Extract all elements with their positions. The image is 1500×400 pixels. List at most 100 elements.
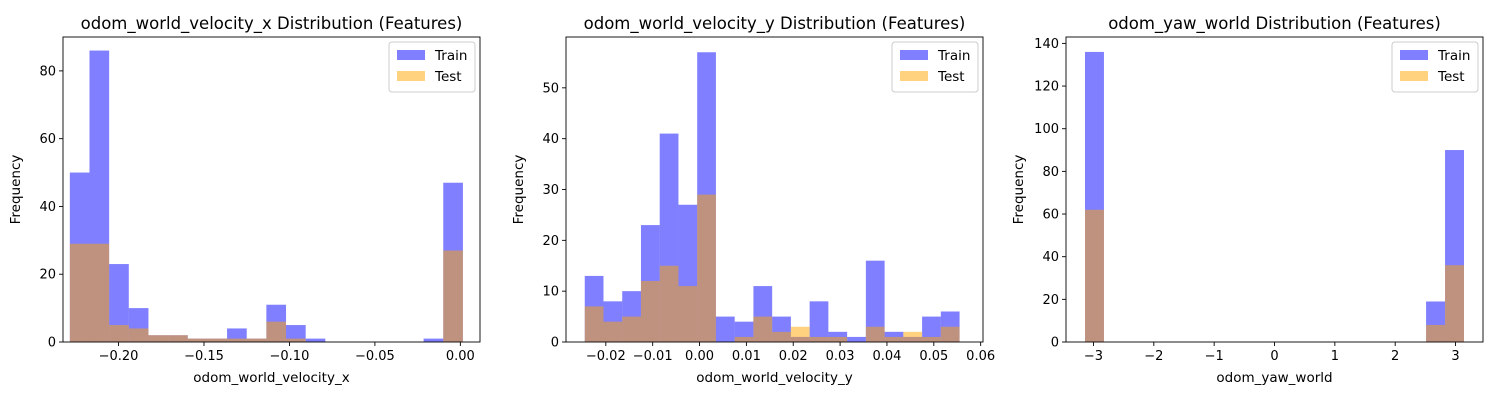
bar-test-3	[640, 281, 660, 342]
bar-train-15	[865, 260, 885, 342]
bar-test-4	[148, 335, 169, 342]
legend-swatch-test	[1400, 71, 1428, 81]
y-tick-label: 50	[542, 81, 559, 96]
x-tick-label: 0	[1270, 349, 1278, 364]
series-test	[584, 194, 960, 342]
bar-train-11	[286, 325, 306, 342]
bar-test-19	[443, 250, 463, 342]
bar-test-9	[753, 316, 773, 342]
x-tick-label: −0.20	[99, 349, 139, 364]
bar-test-10	[772, 331, 791, 342]
x-tick-label: 0.06	[966, 349, 995, 364]
legend-label-test: Test	[1437, 69, 1465, 85]
legend-swatch-train	[1400, 50, 1428, 60]
bar-test-0	[584, 306, 604, 342]
legend: Train Test	[388, 41, 476, 93]
bar-train-12	[305, 338, 326, 342]
x-tick-label: 0.02	[779, 349, 808, 364]
bar-test-8	[734, 336, 754, 342]
bar-test-19	[940, 326, 960, 342]
bar-train-14	[847, 336, 866, 342]
legend-label-test: Test	[434, 69, 462, 85]
series-test	[1085, 209, 1464, 342]
y-tick-label: 20	[1042, 293, 1059, 308]
subplot-2: −0.02 −0.01 0.00 0.01 0.02 0.03 0.04 0.05 0.06 0 1…	[511, 14, 995, 386]
x-tick-label: 2	[1391, 349, 1399, 364]
series-train	[1085, 51, 1464, 343]
y-tick-label: 40	[542, 132, 559, 147]
bar-test-2	[109, 325, 129, 342]
legend-swatch-test	[397, 71, 425, 81]
series-test	[69, 243, 463, 342]
x-tick-label: 0.04	[872, 349, 901, 364]
y-tick-label: 0	[1051, 336, 1059, 351]
legend-swatch-train	[900, 50, 928, 60]
x-tick-label: 0.00	[446, 349, 475, 364]
bar-test-10	[266, 321, 287, 342]
bar-test-18	[1426, 324, 1446, 342]
chart-title: odom_world_velocity_y Distribution (Feat…	[584, 14, 966, 34]
y-tick-label: 0	[551, 336, 559, 351]
y-tick-label: 80	[1042, 165, 1059, 180]
bar-test-11	[286, 338, 306, 342]
legend-swatch-train	[397, 50, 425, 60]
x-tick-label: 1	[1331, 349, 1339, 364]
y-tick-label: 120	[1034, 80, 1059, 95]
subplot-3: −3 −2 −1 0 1 2 3 0 20 40 60 80 100 120 140 odom_yaw_wor…	[1011, 14, 1484, 386]
y-axis-label: Frequency	[8, 155, 24, 225]
bar-train-12	[809, 301, 829, 342]
bar-test-0	[1085, 209, 1104, 342]
x-axis-label: odom_world_velocity_y	[696, 370, 852, 386]
bar-test-11	[790, 326, 810, 342]
bar-test-8	[227, 338, 247, 342]
y-tick-label: 60	[39, 132, 56, 147]
bar-test-18	[922, 336, 941, 342]
x-tick-label: −0.05	[355, 349, 395, 364]
bar-test-13	[828, 336, 848, 342]
bar-test-1	[89, 243, 110, 342]
y-tick-label: 30	[542, 183, 559, 198]
series-train	[69, 50, 463, 343]
x-tick-label: −3	[1084, 349, 1103, 364]
bar-train-18	[423, 338, 444, 342]
bar-test-9	[246, 338, 267, 342]
legend-label-train: Train	[434, 48, 467, 64]
bar-train-18	[922, 316, 941, 342]
axes-frame	[62, 36, 481, 343]
x-tick-label: 3	[1451, 349, 1459, 364]
x-axis-label: odom_world_velocity_x	[193, 370, 349, 386]
chart-title: odom_world_velocity_x Distribution (Feat…	[81, 14, 463, 34]
chart-title: odom_yaw_world Distribution (Features)	[1108, 14, 1441, 34]
y-tick-label: 140	[1034, 37, 1059, 52]
bar-test-6	[187, 338, 208, 342]
y-tick-label: 40	[1042, 250, 1059, 265]
legend: Train Test	[891, 41, 979, 93]
y-axis-label: Frequency	[511, 155, 527, 225]
bar-test-15	[865, 326, 885, 342]
x-tick-label: −1	[1205, 349, 1224, 364]
bar-test-6	[697, 194, 716, 342]
bar-test-0	[69, 243, 90, 342]
legend-label-test: Test	[937, 69, 965, 85]
bar-test-1	[603, 321, 623, 342]
x-tick-label: 0.01	[732, 349, 761, 364]
legend-label-train: Train	[1437, 48, 1470, 64]
x-tick-label: −2	[1144, 349, 1163, 364]
bar-test-2	[622, 316, 641, 342]
bar-test-7	[207, 338, 228, 342]
bar-train-2	[109, 264, 129, 342]
bar-test-12	[809, 336, 829, 342]
y-tick-label: 20	[542, 234, 559, 249]
x-tick-label: 0.00	[685, 349, 714, 364]
legend-label-train: Train	[937, 48, 970, 64]
bar-test-5	[168, 335, 188, 342]
y-tick-label: 60	[1042, 208, 1059, 223]
y-tick-label: 80	[39, 64, 56, 79]
x-axis-label: odom_yaw_world	[1216, 370, 1332, 386]
x-tick-label: −0.01	[633, 349, 673, 364]
legend-swatch-test	[900, 71, 928, 81]
x-tick-label: 0.03	[826, 349, 855, 364]
bar-train-7	[715, 316, 735, 342]
legend: Train Test	[1391, 41, 1479, 93]
